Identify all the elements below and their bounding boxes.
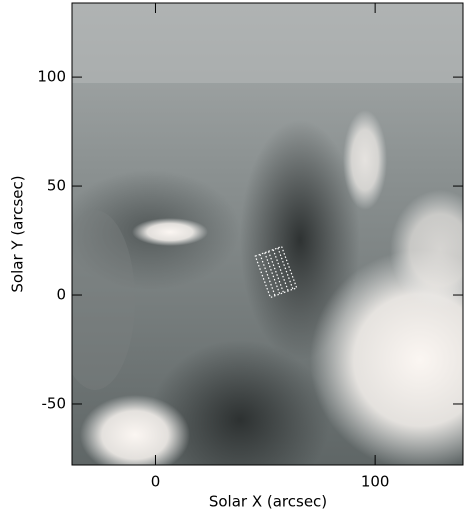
plot-frame: [71, 2, 464, 466]
solar-image: [72, 3, 463, 465]
x-tick-label: 0: [151, 473, 161, 491]
y-tick-label: 0: [56, 286, 66, 304]
y-tick-label: -50: [42, 394, 67, 412]
y-tick-label: 100: [37, 68, 66, 86]
y-tick-label: 50: [47, 177, 66, 195]
y-axis-title: Solar Y (arcsec): [9, 175, 27, 292]
x-axis-title: Solar X (arcsec): [209, 493, 327, 511]
x-tick-label: 100: [361, 473, 390, 491]
slit-raster: [254, 245, 298, 299]
